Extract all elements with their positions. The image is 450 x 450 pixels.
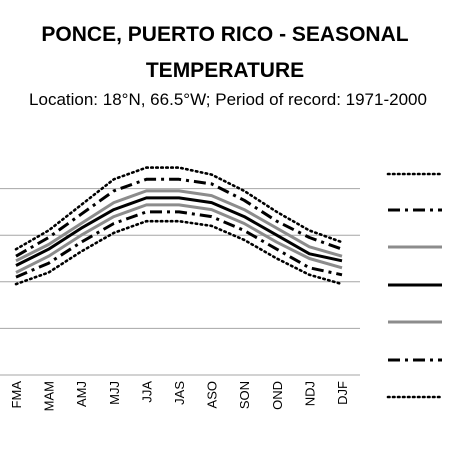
- x-tick-label: NDJ: [302, 381, 317, 406]
- series-line-4: [15, 196, 343, 267]
- chart-title-line-1: PONCE, PUERTO RICO - SEASONAL: [41, 23, 409, 46]
- series-line-3: [15, 189, 343, 263]
- chart-title-line-2: TEMPERATURE: [145, 59, 305, 82]
- x-tick-label: SON: [237, 381, 252, 409]
- x-tick-label: ASO: [205, 381, 220, 408]
- x-tick-label: MAM: [42, 381, 57, 411]
- x-tick-label: AMJ: [74, 381, 89, 407]
- x-tick-label: JJA: [139, 381, 154, 403]
- chart-subtitle: Location: 18°N, 66.5°W; Period of record…: [29, 90, 427, 109]
- x-tick-label: JAS: [172, 381, 187, 405]
- x-tick-label: OND: [270, 381, 285, 410]
- x-tick-label: FMA: [9, 381, 24, 409]
- series-line-2: [15, 177, 343, 258]
- x-tick-label: MJJ: [107, 381, 122, 405]
- series-line-7: [14, 219, 344, 286]
- series-line-6: [15, 210, 343, 279]
- x-tick-label: DJF: [335, 381, 350, 405]
- series-line-1: [14, 166, 344, 251]
- series-line-5: [15, 203, 343, 274]
